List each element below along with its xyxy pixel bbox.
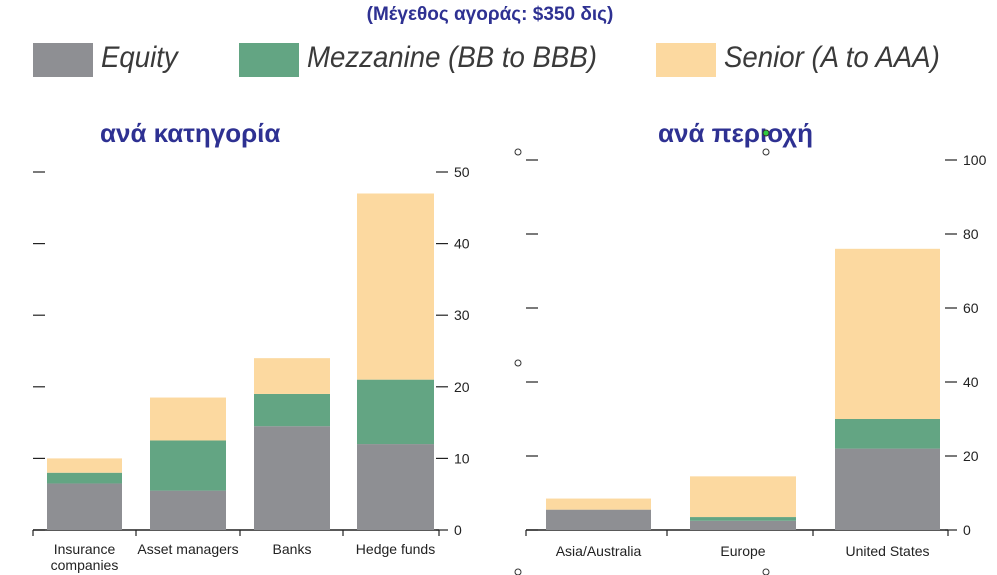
y-tick-label-0-1: 10 — [454, 450, 470, 466]
category-label-1-2-0: United States — [845, 543, 929, 559]
handle-marker-1 — [514, 359, 522, 367]
bar-0-2-equity — [254, 426, 330, 530]
y-tick-label-1-0: 0 — [963, 522, 971, 538]
y-tick-label-0-3: 30 — [454, 307, 470, 323]
bar-0-2-senior — [254, 358, 330, 394]
y-tick-label-0-4: 40 — [454, 236, 470, 252]
y-tick-label-0-2: 20 — [454, 379, 470, 395]
legend-swatch-equity — [33, 43, 93, 77]
y-tick-label-1-2: 40 — [963, 374, 979, 390]
legend-label-senior: Senior (A to AAA) — [724, 41, 940, 74]
category-label-1-1-0: Europe — [720, 543, 765, 559]
y-tick-label-1-1: 20 — [963, 448, 979, 464]
bar-0-3-equity — [357, 444, 434, 530]
y-tick-label-0-0: 0 — [454, 522, 462, 538]
handle-marker-4 — [762, 568, 770, 575]
category-label-0-0-1: companies — [51, 557, 119, 573]
bar-1-0-equity — [546, 509, 651, 530]
category-label-0-2-0: Banks — [273, 541, 312, 557]
category-label-0-3-0: Hedge funds — [356, 541, 435, 557]
bar-1-2-senior — [835, 248, 940, 419]
bar-1-1-equity — [690, 520, 796, 530]
y-tick-label-0-5: 50 — [454, 164, 470, 180]
bar-0-0-equity — [47, 483, 122, 530]
category-label-0-0-0: Insurance — [54, 541, 116, 557]
handle-marker-2 — [514, 568, 522, 575]
bar-1-1-mezzanine — [690, 517, 796, 521]
category-label-0-1-0: Asset managers — [137, 541, 238, 557]
y-tick-label-1-5: 100 — [963, 152, 987, 168]
legend-label-equity: Equity — [101, 41, 178, 74]
bar-0-3-senior — [357, 193, 434, 380]
legend-label-mezzanine: Mezzanine (BB to BBB) — [307, 41, 597, 74]
bar-1-1-senior — [690, 476, 796, 518]
handle-marker-green — [762, 129, 770, 137]
y-tick-label-1-3: 60 — [963, 300, 979, 316]
bar-1-0-senior — [546, 498, 651, 510]
bar-1-2-mezzanine — [835, 419, 940, 449]
legend: Equity Mezzanine (BB to BBB) Senior (A t… — [0, 41, 997, 81]
bar-0-2-mezzanine — [254, 393, 330, 427]
y-tick-label-1-4: 80 — [963, 226, 979, 242]
bar-0-1-senior — [150, 397, 226, 441]
bar-0-0-mezzanine — [47, 472, 122, 484]
chart-main-title: (Μέγεθος αγοράς: $350 δις) — [366, 4, 614, 25]
bar-0-0-senior — [47, 458, 122, 473]
legend-swatch-mezzanine — [239, 43, 299, 77]
category-label-1-0-0: Asia/Australia — [556, 543, 642, 559]
bar-0-3-mezzanine — [357, 379, 434, 445]
bar-0-1-mezzanine — [150, 440, 226, 491]
bar-1-2-equity — [835, 448, 940, 530]
handle-marker-0 — [514, 148, 522, 156]
bar-0-1-equity — [150, 490, 226, 530]
right-panel-title: ανά περιοχή — [658, 118, 813, 148]
handle-marker-3 — [762, 148, 770, 156]
left-panel-title: ανά κατηγορία — [100, 118, 281, 148]
legend-swatch-senior — [656, 43, 716, 77]
